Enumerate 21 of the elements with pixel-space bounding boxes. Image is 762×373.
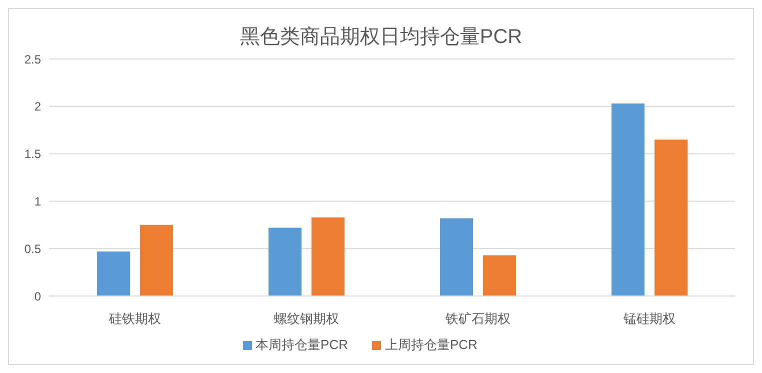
bar: [97, 251, 130, 296]
y-tick-label: 2: [34, 100, 42, 114]
legend-label: 本周持仓量PCR: [256, 337, 348, 352]
y-tick-label: 1: [34, 194, 42, 208]
y-tick-label: 1.5: [24, 147, 42, 162]
bar: [612, 104, 645, 296]
bar: [312, 217, 345, 296]
x-tick-label: 锰硅期权: [622, 311, 676, 326]
x-tick-label: 铁矿石期权: [444, 311, 510, 326]
bar: [440, 218, 474, 296]
bar: [268, 228, 302, 296]
x-tick-label: 螺纹钢期权: [274, 311, 339, 326]
y-tick-label: 0: [34, 289, 42, 304]
chart-title: 黑色类商品期权日均持仓量PCR: [238, 25, 524, 50]
y-tick-label: 2.5: [24, 52, 42, 66]
bar: [654, 140, 688, 296]
bar: [140, 224, 174, 296]
bar: [483, 255, 516, 296]
y-tick-label: 0.5: [24, 242, 42, 256]
x-tick-label: 硅铁期权: [108, 311, 161, 326]
legend-label: 上周持仓量PCR: [385, 337, 478, 352]
